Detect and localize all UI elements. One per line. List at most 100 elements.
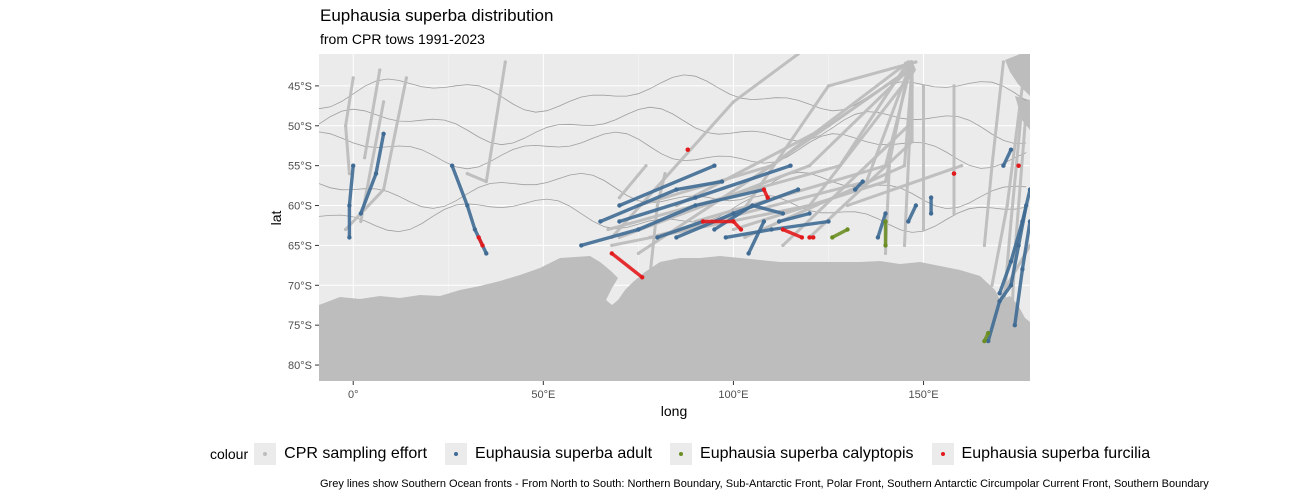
- data-point: [982, 243, 987, 247]
- data-marks: [344, 54, 1030, 344]
- data-point: [719, 179, 725, 184]
- y-tick-label: 65°S: [288, 240, 312, 252]
- y-axis-label: lat: [268, 211, 284, 226]
- data-point: [913, 203, 919, 208]
- data-point: [928, 195, 934, 200]
- data-point: [731, 227, 736, 232]
- series-track: [746, 219, 766, 256]
- data-point: [875, 235, 881, 240]
- data-point: [579, 243, 584, 248]
- data-point: [731, 100, 736, 104]
- data-point: [845, 203, 850, 208]
- data-point: [750, 203, 755, 208]
- data-point: [480, 243, 485, 248]
- data-point: [347, 172, 351, 176]
- series-track: [1001, 147, 1013, 168]
- data-point: [1024, 108, 1028, 112]
- series-track: [781, 227, 804, 240]
- data-point: [986, 338, 991, 344]
- data-point: [826, 84, 831, 88]
- y-tick-label: 45°S: [288, 81, 312, 93]
- data-point: [997, 291, 1002, 296]
- series-2: [830, 219, 991, 344]
- data-point: [852, 187, 858, 192]
- data-point: [472, 227, 478, 232]
- data-point: [799, 235, 805, 240]
- series-track: [846, 164, 964, 207]
- data-point: [465, 203, 470, 208]
- data-point: [921, 227, 926, 232]
- data-point: [826, 219, 831, 224]
- series-track: [617, 163, 717, 208]
- data-point: [636, 251, 641, 255]
- data-point: [883, 243, 888, 248]
- legend-label-furcilia: Euphausia superba furcilia: [961, 445, 1151, 462]
- data-point: [982, 338, 987, 344]
- y-tick-label: 55°S: [288, 161, 312, 173]
- series-track: [777, 211, 812, 224]
- data-point: [761, 187, 767, 192]
- data-point: [484, 251, 489, 256]
- data-point: [363, 156, 367, 160]
- data-point: [644, 164, 648, 168]
- data-point: [617, 219, 622, 224]
- data-point: [986, 330, 991, 336]
- data-point: [830, 235, 835, 240]
- x-tick-label: 0°: [348, 389, 359, 401]
- series-track: [997, 187, 1030, 295]
- data-point: [910, 68, 914, 72]
- data-point: [674, 187, 679, 192]
- data-point: [1020, 219, 1025, 224]
- data-point: [921, 84, 926, 88]
- data-point: [838, 164, 842, 168]
- data-point: [700, 219, 706, 224]
- data-point: [1012, 323, 1017, 328]
- data-point: [674, 235, 679, 240]
- axis-ticks: 0° 50°E 100°E 150°E 45°S 50°S 55°S 60°S 65°S 70°S…: [288, 81, 939, 401]
- data-point: [712, 227, 717, 232]
- data-point: [761, 219, 767, 224]
- data-point: [359, 219, 363, 224]
- legend-dot-effort: [263, 452, 268, 456]
- data-point: [1020, 267, 1025, 272]
- data-point: [928, 211, 934, 216]
- data-point: [617, 203, 622, 208]
- data-point: [723, 235, 728, 240]
- data-point: [693, 195, 698, 200]
- data-point: [606, 227, 610, 232]
- legend-title: colour: [210, 446, 249, 462]
- data-point: [404, 76, 408, 80]
- data-point: [781, 243, 785, 247]
- legend: colour CPR sampling effort Euphausia sup…: [210, 442, 1168, 466]
- data-point: [960, 164, 964, 168]
- data-point: [952, 84, 956, 88]
- data-point: [598, 219, 603, 224]
- data-point: [811, 235, 816, 240]
- data-point: [685, 147, 690, 152]
- chart-caption: Grey lines show Southern Ocean fronts - …: [320, 478, 1209, 490]
- series-1: [347, 131, 1030, 344]
- data-point: [979, 339, 983, 343]
- data-point: [351, 163, 356, 168]
- x-axis-label: long: [661, 403, 687, 419]
- data-point: [731, 211, 736, 216]
- data-point: [776, 219, 782, 224]
- data-point: [1001, 163, 1006, 168]
- data-point: [1008, 259, 1014, 264]
- chart-subtitle: from CPR tows 1991-2023: [320, 31, 485, 47]
- data-point: [845, 227, 850, 232]
- data-point: [712, 163, 717, 168]
- data-point: [883, 180, 888, 184]
- data-point: [648, 275, 652, 279]
- data-point: [769, 227, 774, 232]
- data-point: [1009, 331, 1013, 335]
- series-track: [610, 251, 644, 279]
- series-track: [876, 211, 888, 240]
- data-point: [887, 164, 891, 168]
- data-point: [640, 275, 645, 280]
- data-point: [883, 251, 888, 255]
- series-track: [906, 203, 918, 224]
- data-point: [693, 203, 698, 208]
- data-point: [910, 84, 914, 88]
